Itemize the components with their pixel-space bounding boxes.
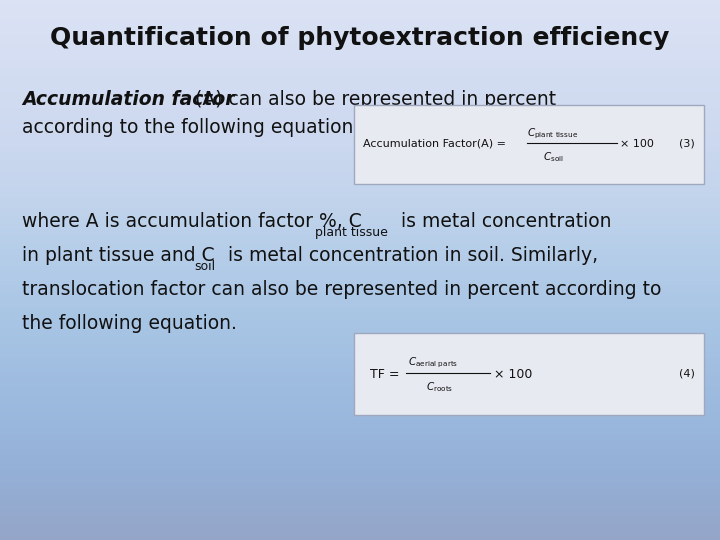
Text: TF =: TF = [370, 368, 400, 381]
Text: Accumulation Factor(A) =: Accumulation Factor(A) = [363, 139, 506, 149]
FancyBboxPatch shape [354, 333, 704, 415]
Text: (3): (3) [679, 139, 695, 149]
Text: in plant tissue and C: in plant tissue and C [22, 246, 215, 265]
Text: soil: soil [194, 260, 215, 273]
Text: where A is accumulation factor %, C: where A is accumulation factor %, C [22, 212, 361, 231]
Text: $C_{\mathrm{aerial\ parts}}$: $C_{\mathrm{aerial\ parts}}$ [408, 356, 458, 370]
Text: plant tissue: plant tissue [315, 226, 388, 239]
Text: $C_{\mathrm{soil}}$: $C_{\mathrm{soil}}$ [543, 150, 564, 164]
Text: Quantification of phytoextraction efficiency: Quantification of phytoextraction effici… [50, 26, 670, 50]
Text: Accumulation factor: Accumulation factor [22, 90, 235, 109]
Text: (A) can also be represented in percent: (A) can also be represented in percent [189, 90, 556, 109]
Text: (4): (4) [679, 369, 695, 379]
Text: $C_{\mathrm{plant\ tissue}}$: $C_{\mathrm{plant\ tissue}}$ [527, 127, 578, 141]
Text: translocation factor can also be represented in percent according to: translocation factor can also be represe… [22, 280, 662, 299]
Text: according to the following equation: according to the following equation [22, 118, 354, 137]
Text: is metal concentration in soil. Similarly,: is metal concentration in soil. Similarl… [222, 246, 598, 265]
FancyBboxPatch shape [354, 105, 704, 184]
Text: × 100: × 100 [494, 368, 532, 381]
Text: $C_{\mathrm{roots}}$: $C_{\mathrm{roots}}$ [426, 380, 454, 394]
Text: the following equation.: the following equation. [22, 314, 237, 333]
Text: × 100: × 100 [620, 139, 654, 149]
Text: is metal concentration: is metal concentration [395, 212, 611, 231]
